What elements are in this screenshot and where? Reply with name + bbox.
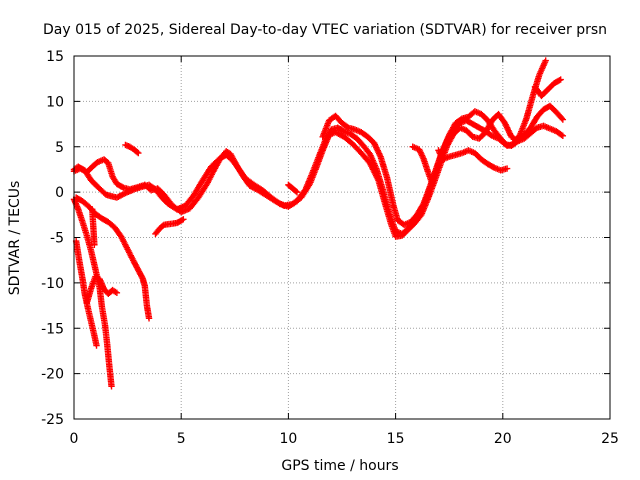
series-arc-j (70, 196, 115, 390)
y-tick-label: 0 (55, 185, 64, 201)
data-marks (70, 57, 567, 390)
plus-marker (112, 288, 119, 296)
plus-marker (145, 315, 153, 322)
plus-marker (118, 183, 126, 191)
plus-marker (557, 76, 564, 83)
plus-marker (419, 202, 426, 209)
series-arc-g (122, 141, 142, 157)
y-tick-label: 5 (55, 140, 64, 156)
x-tick-label: 5 (177, 431, 186, 447)
y-tick-labels: -25 -20 -15 -10 -5 0 5 10 15 (41, 49, 64, 428)
series-arc-c (319, 57, 549, 228)
plus-marker (178, 216, 186, 224)
y-tick-label: -5 (50, 231, 64, 247)
x-tick-label: 25 (601, 431, 619, 447)
y-tick-label: -20 (41, 367, 64, 383)
plus-marker (134, 148, 141, 156)
y-tick-label: 15 (46, 49, 64, 65)
x-tick-labels: 0 5 10 15 20 25 (70, 431, 619, 447)
plus-marker (91, 241, 98, 248)
chart-title: Day 015 of 2025, Sidereal Day-to-day VTE… (43, 22, 607, 38)
plus-marker (428, 179, 436, 187)
plus-marker (559, 132, 567, 140)
plus-marker (457, 116, 464, 123)
x-tick-label: 20 (494, 431, 512, 447)
y-tick-label: -10 (41, 276, 64, 292)
series-arc-h (152, 216, 187, 238)
series-arc-k (72, 194, 153, 322)
series-arc-e (435, 147, 511, 174)
plus-marker (108, 383, 115, 390)
series-arc-m (83, 273, 121, 307)
plus-marker (120, 190, 128, 197)
plus-marker (489, 163, 497, 171)
y-tick-label: -15 (41, 321, 64, 337)
y-axis-title: SDTVAR / TECUs (7, 181, 23, 296)
x-axis-title: GPS time / hours (281, 458, 398, 474)
plus-marker (558, 131, 565, 139)
plus-marker (93, 342, 100, 349)
plus-marker (343, 123, 351, 130)
plus-marker (558, 115, 565, 122)
series-arc-f (409, 143, 436, 187)
x-tick-label: 15 (387, 431, 405, 447)
plus-marker (559, 116, 567, 123)
y-tick-label: -25 (41, 412, 64, 428)
axis-ticks (73, 55, 611, 420)
plus-marker (503, 165, 511, 172)
x-tick-label: 0 (70, 431, 79, 447)
series-arc-d (531, 76, 564, 100)
plus-marker (113, 289, 121, 297)
plus-marker (542, 57, 549, 64)
series-arc-i (285, 181, 301, 196)
series-arc-n (89, 206, 98, 248)
x-tick-label: 10 (279, 431, 297, 447)
plus-marker (135, 149, 142, 157)
plus-marker (292, 188, 300, 195)
plus-marker (293, 188, 301, 196)
plus-marker (180, 216, 187, 223)
y-tick-label: 10 (46, 94, 64, 110)
plus-marker (556, 77, 563, 84)
series-arc-l (72, 237, 100, 349)
plus-marker (339, 127, 347, 134)
